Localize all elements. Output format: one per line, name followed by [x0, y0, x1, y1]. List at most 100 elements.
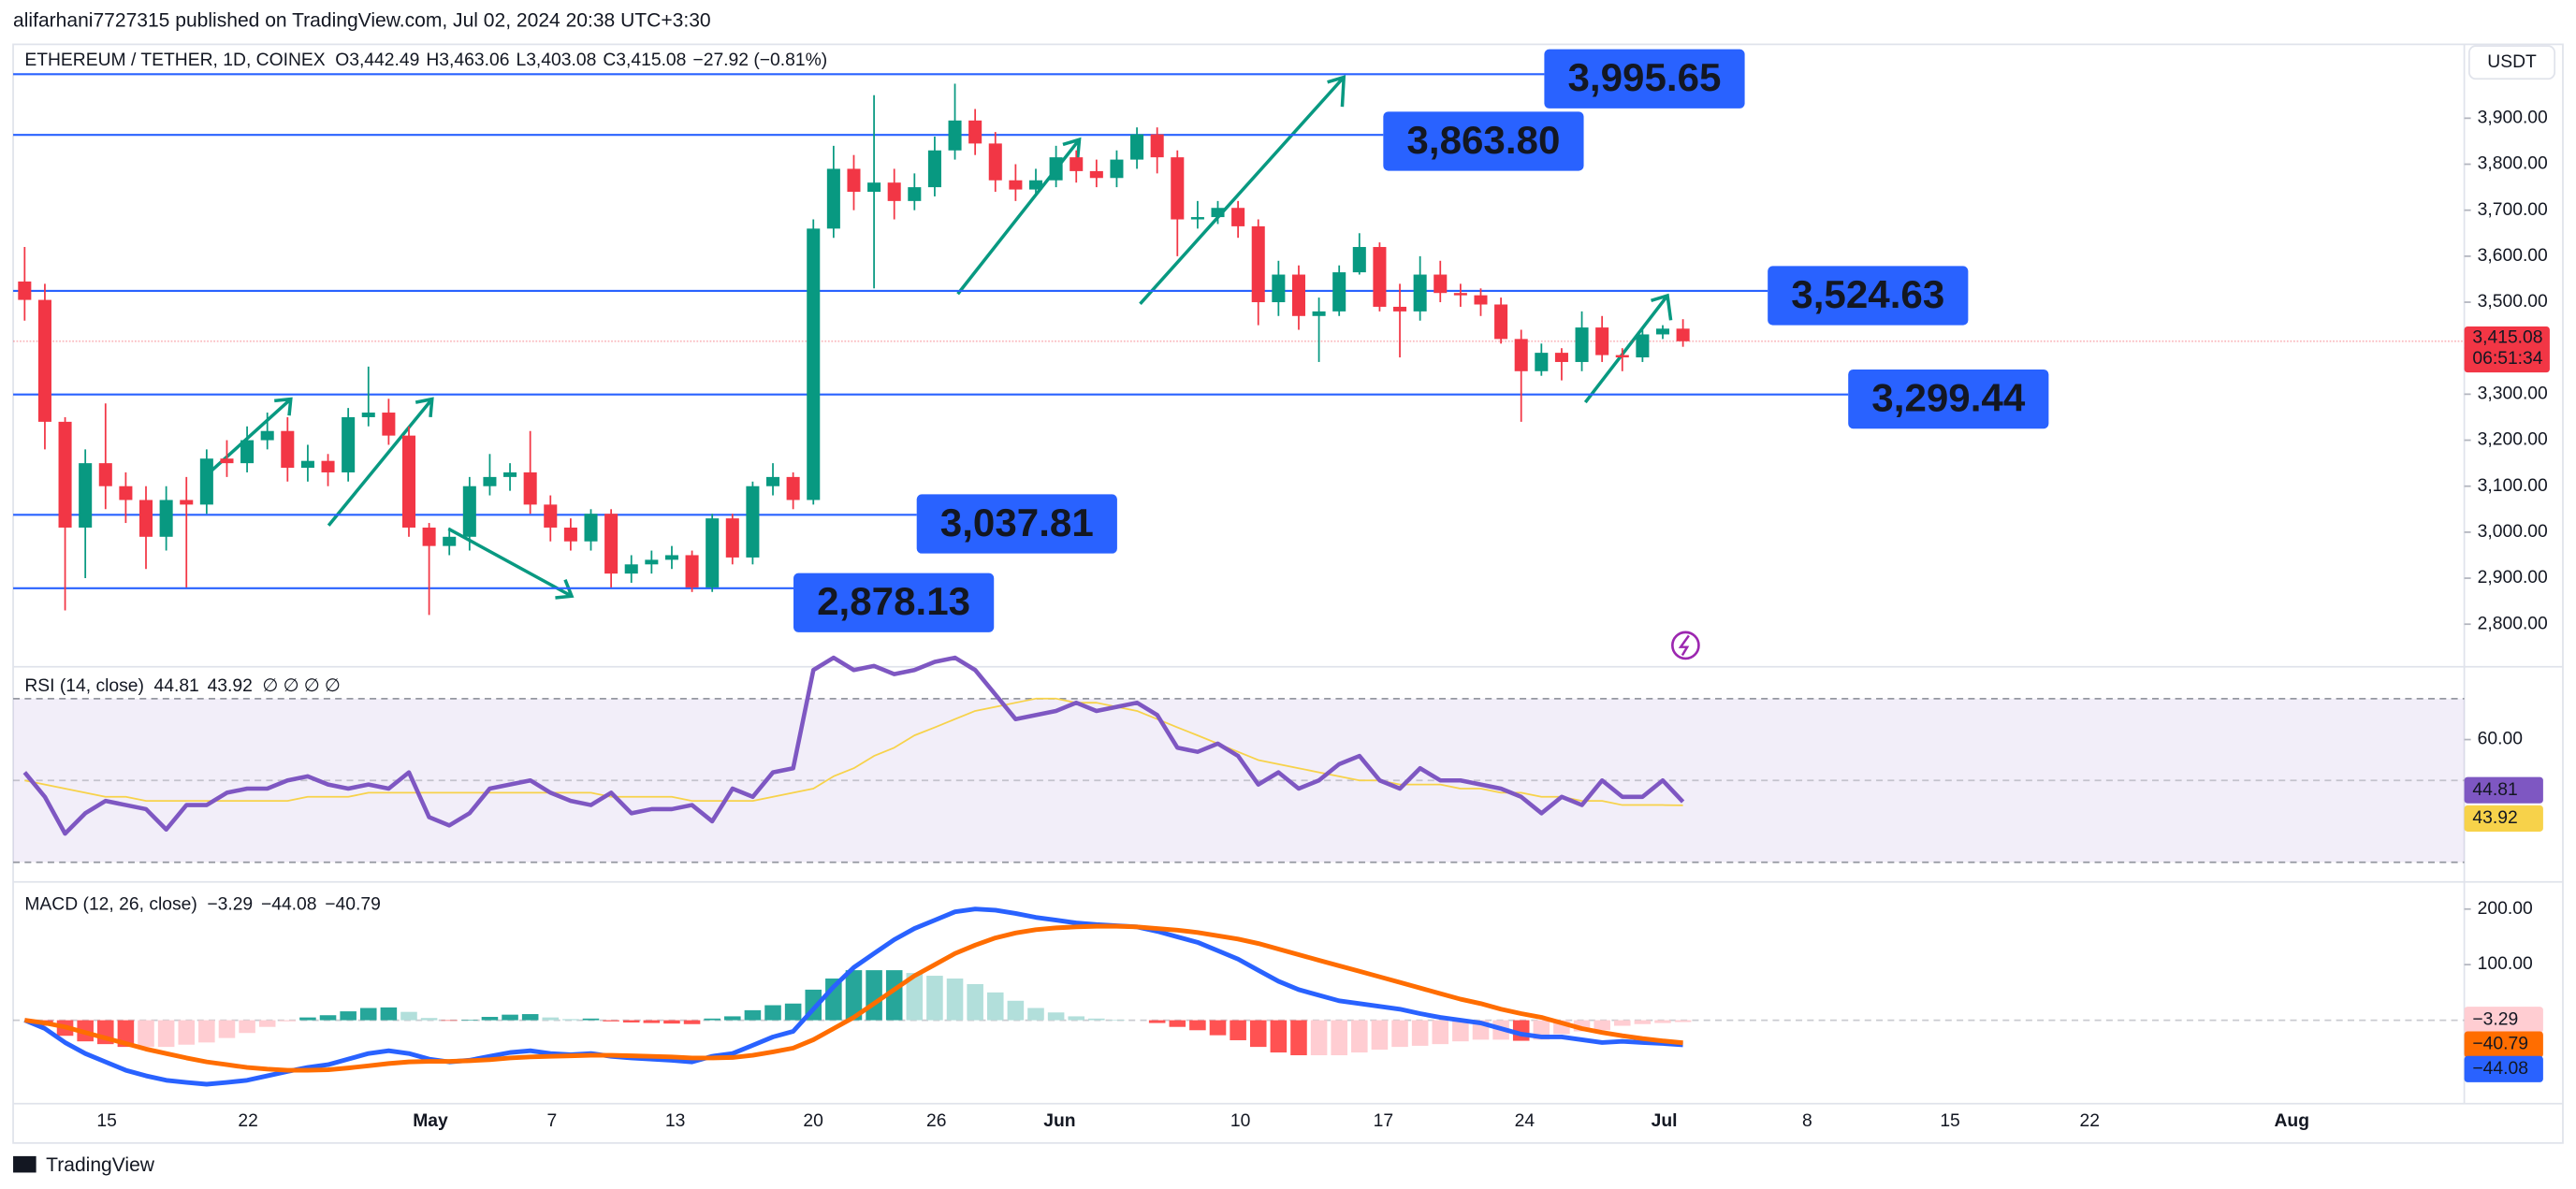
macd-histogram-bar	[845, 970, 863, 1021]
macd-histogram-bar	[521, 1014, 539, 1021]
macd-signal-value: −40.79	[325, 894, 381, 914]
currency-unit[interactable]: USDT	[2487, 52, 2537, 72]
rsi-last-label: 44.81	[2472, 780, 2517, 800]
candle-body	[584, 514, 598, 542]
candle-body	[98, 463, 112, 486]
candle-body	[1373, 247, 1387, 307]
candle-body	[1231, 208, 1245, 226]
macd-histogram-bar	[1411, 1020, 1429, 1046]
ohlc-value: 3,415.08	[616, 51, 686, 70]
rsi-value: 44.81	[154, 676, 199, 696]
macd-histogram-bar	[380, 1007, 398, 1021]
macd-histogram-bar	[704, 1018, 720, 1021]
candle-body	[706, 518, 720, 587]
candle-body	[887, 182, 901, 201]
macd-histogram-bar	[1674, 1020, 1692, 1022]
candle-body	[180, 500, 194, 505]
ohlc-key: H	[426, 51, 439, 70]
price-tick-label: 3,900.00	[2478, 108, 2548, 127]
macd-histogram-bar	[239, 1020, 255, 1034]
macd-histogram-bar	[582, 1018, 600, 1021]
candle-body	[281, 430, 295, 469]
macd-histogram-bar	[359, 1008, 377, 1021]
macd-title: MACD (12, 26, close)	[24, 894, 196, 914]
candle-body	[645, 559, 659, 565]
rsi-extra: ∅ ∅ ∅ ∅	[262, 676, 340, 696]
price-tick-label: 2,900.00	[2478, 568, 2548, 587]
level-label: 3,863.80	[1406, 118, 1560, 162]
price-tick-label: 3,300.00	[2478, 384, 2548, 403]
level-label: 3,995.65	[1567, 55, 1721, 99]
price-tick-label: 3,600.00	[2478, 246, 2548, 266]
candle-body	[382, 413, 396, 436]
macd-histogram-bar	[1249, 1020, 1267, 1048]
candle-body	[79, 463, 93, 528]
candle-body	[1554, 353, 1568, 362]
candle-body	[1595, 327, 1609, 355]
macd-histogram-bar	[1654, 1020, 1671, 1023]
macd-histogram-bar	[1027, 1008, 1044, 1021]
x-tick-label: Aug	[2274, 1111, 2309, 1131]
macd-histogram-bar	[1169, 1020, 1186, 1027]
ohlc-value: 3,442.49	[349, 51, 419, 70]
macd-signal-last: −40.79	[2472, 1035, 2528, 1054]
currency-button[interactable]	[2467, 45, 2556, 80]
candle-body	[847, 168, 861, 193]
level-label-box	[916, 494, 1117, 554]
candle-body	[1453, 293, 1467, 296]
macd-line-last-bg	[2464, 1055, 2543, 1082]
candle-body	[199, 458, 213, 505]
candle-body	[1089, 170, 1103, 179]
candle-body	[1049, 157, 1063, 181]
candle-body	[1615, 355, 1629, 358]
candle-body	[1291, 274, 1305, 316]
macd-histogram-bar	[1634, 1020, 1652, 1024]
candle-body	[786, 476, 800, 500]
symbol: ETHEREUM / TETHER, 1D, COINEX	[24, 51, 325, 70]
macd-histogram-bar	[1351, 1020, 1368, 1053]
candle-body	[725, 518, 739, 558]
candle-body	[664, 555, 678, 560]
candle-body	[1514, 339, 1528, 371]
rsi-last-label: 43.92	[2472, 808, 2517, 828]
alert-icon[interactable]	[1671, 631, 1700, 660]
ohlc-key: C	[603, 51, 616, 70]
candle-body	[1434, 274, 1448, 294]
x-tick-label: 26	[926, 1111, 946, 1131]
macd-histogram-bar	[663, 1020, 680, 1024]
macd-histogram-bar	[1371, 1020, 1389, 1051]
candle-body	[1070, 157, 1084, 171]
candle-body	[968, 120, 982, 144]
candle-body	[159, 500, 173, 537]
macd-histogram-bar	[218, 1020, 236, 1038]
macd-histogram-bar	[906, 973, 924, 1021]
macd-histogram-bar	[866, 970, 882, 1021]
footer-logo	[13, 1155, 36, 1173]
macd-histogram-bar	[157, 1020, 175, 1048]
macd-histogram-bar	[461, 1019, 478, 1021]
candle-body	[260, 430, 274, 441]
macd-histogram-bar	[198, 1020, 215, 1043]
macd-histogram-bar	[1452, 1020, 1469, 1042]
candle-body	[483, 476, 497, 486]
candle-body	[1009, 180, 1023, 190]
candle-body	[765, 476, 780, 486]
macd-histogram-bar	[744, 1009, 762, 1021]
macd-histogram-bar	[1270, 1020, 1288, 1053]
macd-histogram-bar	[502, 1014, 518, 1021]
candle-body	[1655, 328, 1670, 335]
x-tick-label: 10	[1230, 1111, 1250, 1131]
macd-histogram-bar	[178, 1020, 196, 1045]
candle-body	[321, 460, 335, 472]
x-tick-label: Jul	[1652, 1111, 1678, 1131]
candle-body	[1150, 134, 1164, 158]
candle-body	[240, 440, 255, 464]
level-label-box	[1848, 369, 2049, 429]
macd-histogram-bar	[1290, 1020, 1307, 1056]
candle-body	[1272, 274, 1286, 303]
candle-body	[1130, 134, 1144, 160]
macd-histogram-bar	[258, 1020, 276, 1027]
macd-line	[23, 923, 1683, 1073]
macd-histogram-bar	[319, 1015, 337, 1021]
macd-histogram-bar	[1594, 1020, 1610, 1031]
